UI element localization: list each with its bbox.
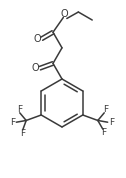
Text: F: F <box>10 118 15 127</box>
Text: F: F <box>17 105 22 114</box>
Text: F: F <box>103 105 108 114</box>
Text: F: F <box>109 118 114 127</box>
Text: O: O <box>60 9 68 19</box>
Text: O: O <box>33 34 41 44</box>
Text: O: O <box>32 63 39 73</box>
Text: F: F <box>101 128 106 137</box>
Text: F: F <box>20 129 25 138</box>
